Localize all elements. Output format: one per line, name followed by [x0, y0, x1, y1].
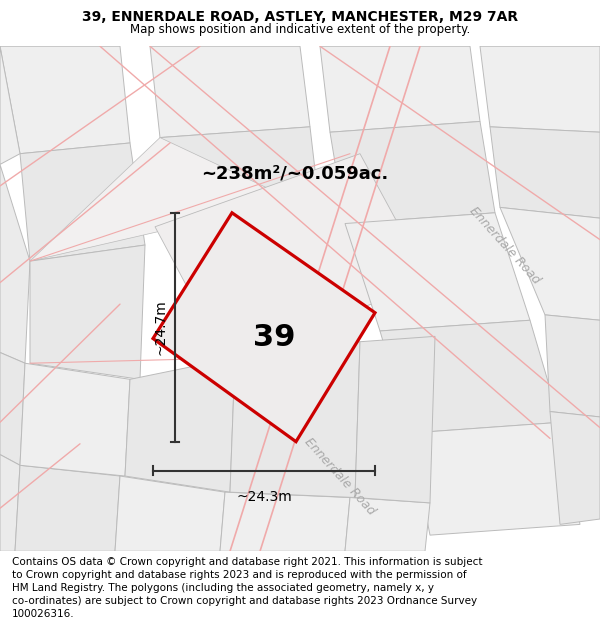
Polygon shape: [380, 320, 560, 433]
Polygon shape: [0, 164, 30, 363]
Polygon shape: [15, 465, 120, 551]
Text: ~24.3m: ~24.3m: [236, 490, 292, 504]
Polygon shape: [330, 121, 495, 224]
Polygon shape: [153, 213, 375, 442]
Text: ~24.7m: ~24.7m: [154, 299, 168, 355]
Polygon shape: [410, 422, 580, 535]
Polygon shape: [155, 154, 430, 358]
Polygon shape: [0, 46, 130, 154]
Text: HM Land Registry. The polygons (including the associated geometry, namely x, y: HM Land Registry. The polygons (includin…: [12, 583, 434, 593]
Text: Contains OS data © Crown copyright and database right 2021. This information is : Contains OS data © Crown copyright and d…: [12, 557, 482, 567]
Polygon shape: [20, 363, 130, 476]
Polygon shape: [115, 476, 225, 551]
Polygon shape: [30, 245, 145, 379]
Text: to Crown copyright and database rights 2023 and is reproduced with the permissio: to Crown copyright and database rights 2…: [12, 570, 467, 580]
Polygon shape: [0, 454, 20, 551]
Polygon shape: [490, 127, 600, 218]
Text: co-ordinates) are subject to Crown copyright and database rights 2023 Ordnance S: co-ordinates) are subject to Crown copyr…: [12, 596, 477, 606]
Polygon shape: [20, 143, 145, 261]
Polygon shape: [480, 46, 600, 132]
Text: Map shows position and indicative extent of the property.: Map shows position and indicative extent…: [130, 23, 470, 36]
Polygon shape: [230, 342, 360, 498]
Polygon shape: [30, 138, 320, 261]
Text: 100026316.: 100026316.: [12, 609, 74, 619]
Polygon shape: [160, 127, 320, 229]
Text: Ennerdale Road: Ennerdale Road: [467, 204, 543, 286]
Polygon shape: [220, 492, 350, 551]
Polygon shape: [0, 46, 20, 164]
Polygon shape: [125, 358, 235, 492]
Polygon shape: [345, 213, 530, 331]
Text: 39: 39: [253, 322, 295, 352]
Text: Ennerdale Road: Ennerdale Road: [302, 435, 378, 517]
Polygon shape: [345, 498, 430, 551]
Polygon shape: [355, 336, 435, 503]
Polygon shape: [320, 46, 480, 132]
Polygon shape: [550, 412, 600, 524]
Text: ~238m²/~0.059ac.: ~238m²/~0.059ac.: [202, 164, 389, 182]
Polygon shape: [150, 46, 310, 138]
Polygon shape: [0, 352, 25, 465]
Text: 39, ENNERDALE ROAD, ASTLEY, MANCHESTER, M29 7AR: 39, ENNERDALE ROAD, ASTLEY, MANCHESTER, …: [82, 10, 518, 24]
Polygon shape: [545, 315, 600, 417]
Polygon shape: [500, 208, 600, 320]
